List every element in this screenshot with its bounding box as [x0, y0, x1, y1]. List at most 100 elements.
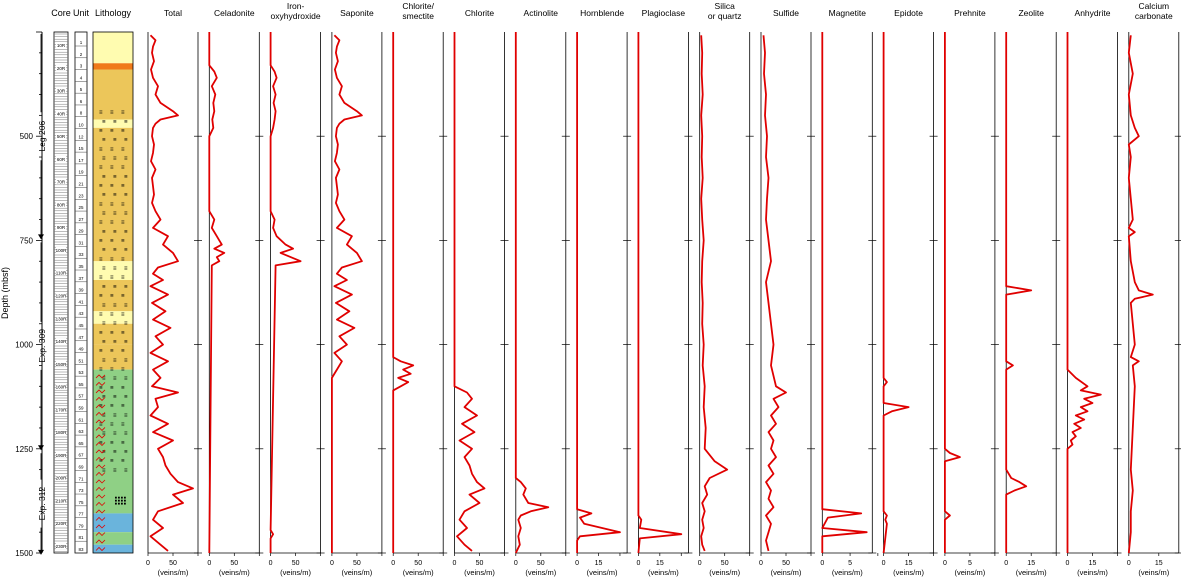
unit-label: 57: [78, 394, 84, 399]
dike-symbol: [95, 396, 106, 402]
pillow-symbol: ≡: [121, 385, 125, 391]
pillow-symbol: ≡: [124, 339, 128, 345]
pillow-symbol: ≡: [110, 440, 114, 446]
pillow-symbol: ≡: [124, 431, 128, 437]
vein-series-line: [637, 32, 683, 554]
pillow-symbol: ≡: [110, 165, 114, 171]
unit-label: 53: [78, 370, 84, 375]
dike-symbol: [95, 501, 106, 507]
pillow-symbol: ≡: [102, 339, 106, 345]
x-axis-label: (veins/m): [1077, 568, 1108, 577]
depth-axis-label: Depth (mbsf): [0, 267, 10, 319]
core-label-bg: [56, 315, 66, 322]
pillow-symbol: ≡: [113, 413, 117, 419]
pillow-symbol: ≡: [99, 202, 103, 208]
pillow-symbol: ≡: [121, 202, 125, 208]
leg-arrow: [38, 445, 44, 451]
pillow-symbol: ≡: [99, 275, 103, 281]
lithology-interval: [93, 344, 133, 370]
lithology-interval: [93, 127, 133, 262]
core-label: 10R: [57, 43, 66, 48]
core-label-bg: [56, 155, 66, 162]
pillow-symbol: ≡: [113, 284, 117, 290]
pillow-symbol: ≡: [102, 229, 106, 235]
core-label: 70R: [57, 180, 66, 185]
lithology-interval: [93, 69, 133, 120]
panel-hornblende: Hornblende 0 15(veins/m): [575, 8, 632, 577]
breccia-symbol: [115, 499, 117, 502]
depth-tick-label: 500: [20, 132, 34, 141]
core-label: 30R: [57, 89, 66, 94]
dike-symbol: [95, 456, 106, 462]
dike-symbol: [95, 479, 106, 484]
pillow-symbol: ≡: [121, 294, 125, 300]
pillow-symbol: ≡: [124, 449, 128, 455]
pillow-symbol: ≡: [110, 239, 114, 245]
pillow-symbol: ≡: [113, 156, 117, 162]
panel-title-line: Silica: [715, 1, 736, 11]
x-axis-label: (veins/m): [158, 568, 189, 577]
pillow-symbol: ≡: [121, 404, 125, 410]
pillow-symbol: ≡: [99, 239, 103, 245]
pillow-symbol: ≡: [99, 294, 103, 300]
pillow-symbol: ≡: [102, 266, 106, 272]
pillow-symbol: ≡: [124, 358, 128, 364]
core-label-bg: [56, 224, 66, 231]
x-axis-label: (veins/m): [1016, 568, 1047, 577]
unit-label: 83: [78, 547, 84, 552]
vein-series-line: [149, 34, 194, 552]
panel-title-line: or quartz: [708, 11, 742, 21]
pillow-symbol: ≡: [124, 248, 128, 254]
pillow-symbol: ≡: [99, 459, 103, 465]
x-tick-label: 15: [1027, 560, 1035, 567]
pillow-symbol: ≡: [124, 138, 128, 144]
pillow-symbol: ≡: [110, 202, 114, 208]
x-tick-label: 50: [476, 560, 484, 567]
core-label: 150R: [56, 362, 68, 367]
panel-title: Anhydrite: [1075, 8, 1111, 18]
panel-title: Iron-oxyhydroxide: [271, 1, 321, 21]
unit-label: 39: [78, 288, 84, 293]
pillow-symbol: ≡: [121, 257, 125, 263]
core-label-bg: [56, 406, 66, 413]
unit-label: 15: [78, 146, 84, 151]
dike-symbol: [95, 471, 106, 477]
breccia-symbol: [118, 499, 120, 502]
x-tick-label: 50: [230, 560, 238, 567]
pillow-symbol: ≡: [102, 303, 106, 309]
core-label-bg: [56, 42, 66, 48]
x-tick-label: 15: [595, 560, 603, 567]
pillow-symbol: ≡: [121, 184, 125, 190]
panel-title: Magnetite: [829, 8, 867, 18]
panel-title-line: oxyhydroxide: [271, 11, 321, 21]
pillow-symbol: ≡: [102, 211, 106, 217]
pillow-symbol: ≡: [99, 184, 103, 190]
unit-label: 2: [80, 52, 83, 57]
unit-label: 25: [78, 205, 84, 210]
pillow-symbol: ≡: [99, 349, 103, 355]
vein-series-line: [1066, 32, 1102, 553]
x-tick-label: 0: [453, 560, 457, 567]
unit-label: 35: [78, 264, 84, 269]
panel-title: Hornblende: [580, 8, 624, 18]
dike-symbol: [95, 531, 106, 537]
pillow-symbol: ≡: [113, 193, 117, 199]
pillow-symbol: ≡: [110, 275, 114, 281]
vein-series-line: [392, 32, 415, 553]
pillow-symbol: ≡: [99, 330, 103, 336]
unit-column-header: Unit: [73, 8, 90, 18]
leg-label: Leg 206: [37, 121, 47, 152]
core-column: 10R 20R 30R 40R 50R 60R 70R 80R 90R 100R 110R 120R 1…: [53, 31, 69, 554]
breccia-symbol: [124, 496, 126, 499]
pillow-symbol: ≡: [113, 174, 117, 180]
panel-chlorite: Chlorite 0 50(veins/m): [453, 8, 509, 577]
pillow-symbol: ≡: [110, 330, 114, 336]
pillow-symbol: ≡: [99, 147, 103, 153]
vein-series-line: [514, 32, 550, 554]
pillow-symbol: ≡: [124, 303, 128, 309]
unit-label: 19: [78, 170, 84, 175]
pillow-symbol: ≡: [102, 413, 106, 419]
pillow-symbol: ≡: [124, 211, 128, 217]
pillow-symbol: ≡: [121, 312, 125, 318]
unit-label: 69: [78, 464, 84, 469]
